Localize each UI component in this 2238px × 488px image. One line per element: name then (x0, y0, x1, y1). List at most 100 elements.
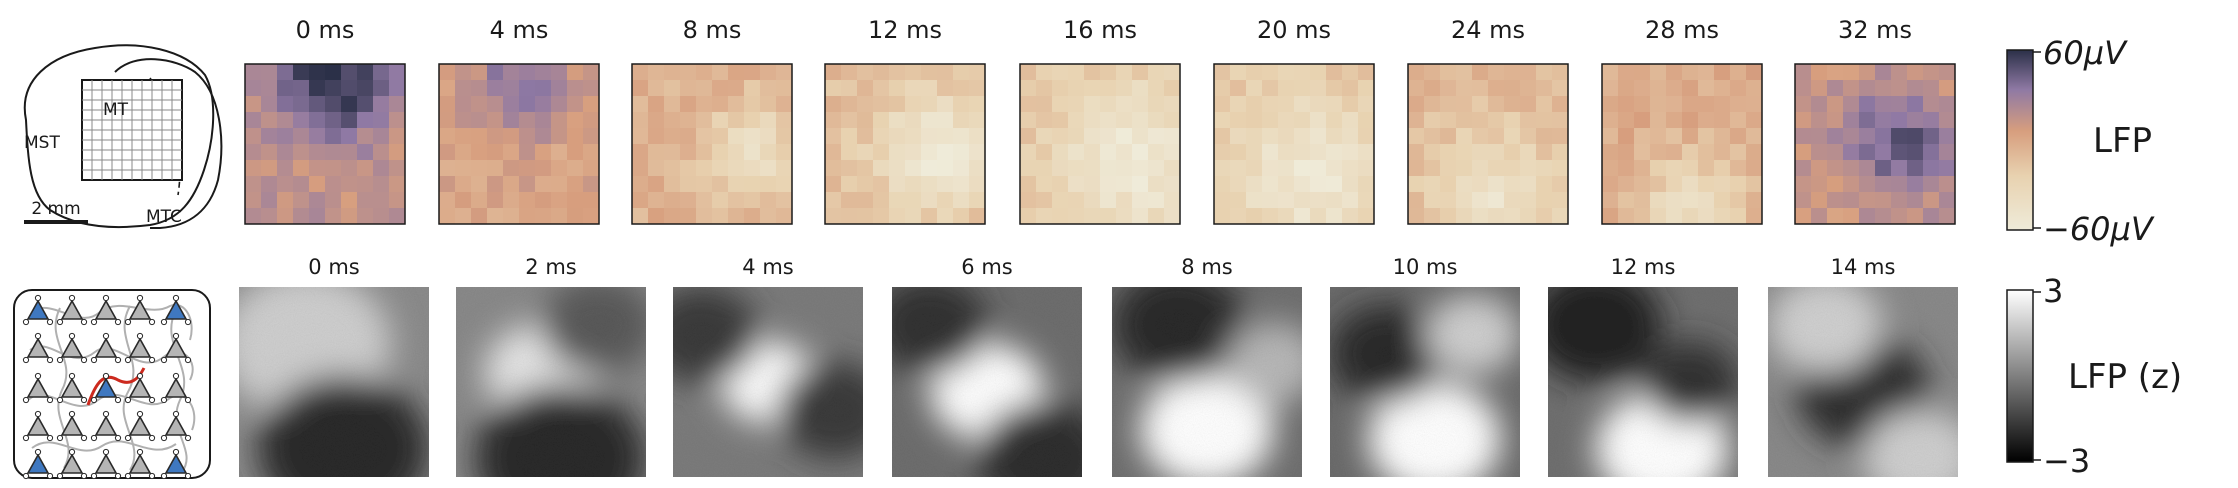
excitatory-neuron (160, 410, 192, 442)
top-frame-6: 24 ms (1407, 16, 1569, 225)
top-frame-cell (389, 96, 406, 113)
top-frame-cell (889, 176, 906, 193)
top-frame-cell (632, 112, 649, 129)
top-frame-cell (277, 80, 294, 97)
mtc-label: MTC (146, 207, 182, 227)
top-frame-cell (1730, 96, 1747, 113)
bottom-frame-5: 10 ms (1330, 255, 1520, 477)
top-frame-cell (503, 64, 520, 81)
top-frame-cell (905, 160, 922, 177)
top-frame-cell (696, 192, 713, 209)
top-frame-cell (744, 160, 761, 177)
top-frame-cell (1650, 144, 1667, 161)
top-frame-cell (1795, 96, 1812, 113)
top-frame-cell (1020, 176, 1037, 193)
top-frame-cell (1052, 144, 1069, 161)
top-frame-cell (632, 64, 649, 81)
top-frame-7: 28 ms (1601, 16, 1763, 225)
top-frame-cell (905, 128, 922, 145)
top-frame-cell (1923, 80, 1940, 97)
top-frame-cell (1714, 144, 1731, 161)
top-frame-cell (1488, 64, 1505, 81)
top-frame-border (1794, 63, 1956, 225)
top-frame-cell (776, 208, 793, 225)
top-frame-cell (1923, 144, 1940, 161)
top-frame-cell (519, 160, 536, 177)
top-frame-cell (905, 176, 922, 193)
top-frame-cell (1164, 64, 1181, 81)
top-frame-cell (1214, 160, 1231, 177)
top-frame-cell (1682, 112, 1699, 129)
top-frame-cell (648, 160, 665, 177)
top-colorbar: 60μV −60μV LFP (2006, 34, 2155, 248)
top-frame-cell (1342, 176, 1359, 193)
top-frame-cell (857, 144, 874, 161)
top-frame-cell (1262, 208, 1279, 225)
top-frame-cell (1148, 192, 1165, 209)
top-frame-cell (648, 64, 665, 81)
top-frame-cell (1294, 208, 1311, 225)
top-frame-cell (1278, 160, 1295, 177)
top-frame-cell (1116, 96, 1133, 113)
top-frame-cell (1116, 64, 1133, 81)
top-frame-cell (1682, 144, 1699, 161)
top-frame-cell (1618, 96, 1635, 113)
top-frame-cell (1730, 80, 1747, 97)
top-frame-cell (261, 160, 278, 177)
top-frame-cell (1408, 208, 1425, 225)
top-frame-cell (1424, 192, 1441, 209)
top-frame-cell (841, 176, 858, 193)
top-frame-cell (325, 144, 342, 161)
top-frame-cell (341, 64, 358, 81)
mt-outline (114, 58, 223, 229)
top-frame-cell (1132, 64, 1149, 81)
top-frame-cell (1342, 160, 1359, 177)
top-frame-cell (873, 80, 890, 97)
top-frame-cell (503, 144, 520, 161)
top-frame-cell (969, 64, 986, 81)
top-frame-cell (1424, 144, 1441, 161)
bottom-frame-0: 0 ms (239, 255, 429, 477)
top-frame-cell (1843, 112, 1860, 129)
top-frame-cell (1246, 112, 1263, 129)
top-frame-4: 16 ms (1019, 16, 1181, 225)
top-frame-cell (1132, 176, 1149, 193)
top-frame-cell (905, 192, 922, 209)
top-frame-cell (1358, 160, 1375, 177)
top-frame-cell (1230, 144, 1247, 161)
top-frame-cell (503, 128, 520, 145)
top-frame-cell (1164, 96, 1181, 113)
top-frame-cell (487, 176, 504, 193)
top-frame-cell (1326, 80, 1343, 97)
top-frame-cell (1100, 176, 1117, 193)
top-frame-cell (1310, 176, 1327, 193)
top-frame-cell (1132, 80, 1149, 97)
top-frame-cell (1875, 144, 1892, 161)
top-frame-cell (648, 112, 665, 129)
top-frame-cell (583, 128, 600, 145)
top-frame-cell (728, 144, 745, 161)
top-frame-cell (1795, 160, 1812, 177)
bottom-frame-blob (1330, 305, 1444, 402)
top-frame-cell (1666, 208, 1683, 225)
top-frame-cell (1278, 208, 1295, 225)
bottom-frame-blob (1226, 322, 1302, 404)
top-frame-cell (712, 160, 729, 177)
top-frame-cell (696, 64, 713, 81)
top-frame-cell (1536, 80, 1553, 97)
top-frame-cell (760, 96, 777, 113)
top-frame-cell (535, 128, 552, 145)
top-frame-cell (277, 176, 294, 193)
top-frame-cell (1520, 176, 1537, 193)
top-frame-cell (969, 96, 986, 113)
top-frame-cell (776, 112, 793, 129)
top-frame-cell (1859, 112, 1876, 129)
top-frame-cell (1084, 192, 1101, 209)
top-frame-cell (664, 64, 681, 81)
top-frame-cell (245, 144, 262, 161)
top-frame-cell (1827, 208, 1844, 225)
top-frame-cell (1488, 160, 1505, 177)
top-frame-cell (1068, 160, 1085, 177)
top-frame-cell (1424, 160, 1441, 177)
electrode-grid (81, 79, 183, 181)
